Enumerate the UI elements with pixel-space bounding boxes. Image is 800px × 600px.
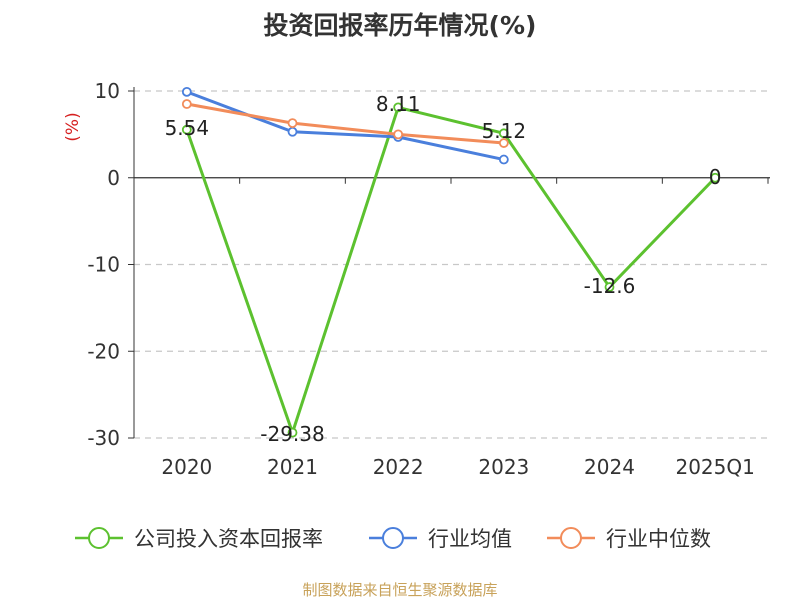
legend-marker (560, 527, 582, 549)
data-point (604, 282, 615, 292)
data-label: 5.12 (482, 119, 527, 143)
data-label: 5.54 (165, 116, 210, 140)
x-tick-label: 2025Q1 (675, 455, 754, 479)
y-tick-label: -20 (87, 339, 120, 363)
data-label: -12.6 (584, 274, 636, 298)
data-point (287, 118, 298, 128)
data-point (393, 102, 404, 113)
data-label: 8.11 (376, 92, 421, 116)
data-label: 0 (709, 165, 722, 189)
x-tick-label: 2024 (584, 455, 635, 479)
legend-label: 行业中位数 (606, 527, 711, 551)
legend-marker (382, 527, 404, 549)
y-tick-label: -10 (87, 253, 120, 277)
y-tick-label: -30 (87, 426, 120, 450)
source-note: 制图数据来自恒生聚源数据库 (302, 581, 498, 599)
legend-marker (88, 527, 110, 549)
y-tick-label: 10 (95, 79, 120, 103)
data-point (498, 154, 509, 165)
series-line (186, 102, 504, 145)
data-point (287, 126, 298, 137)
data-point (498, 128, 509, 139)
series-line (186, 90, 505, 161)
y-tick-label: 0 (107, 166, 120, 190)
legend-label: 行业均值 (428, 527, 512, 551)
x-tick-label: 2020 (161, 455, 212, 479)
data-point (498, 138, 509, 148)
data-label: -29.38 (260, 422, 324, 446)
x-tick-label: 2022 (373, 455, 424, 479)
data-point (181, 86, 192, 97)
legend-label: 公司投入资本回报率 (134, 527, 323, 551)
data-point (287, 427, 298, 438)
data-point (710, 172, 721, 183)
data-point (181, 124, 192, 135)
x-tick-label: 2021 (267, 455, 318, 479)
chart-title: 投资回报率历年情况(%) (263, 11, 537, 40)
x-tick-label: 2023 (478, 455, 529, 479)
data-point (181, 99, 192, 109)
y-axis-label: (%) (63, 112, 83, 141)
data-point (393, 129, 404, 140)
series-line (185, 105, 717, 435)
